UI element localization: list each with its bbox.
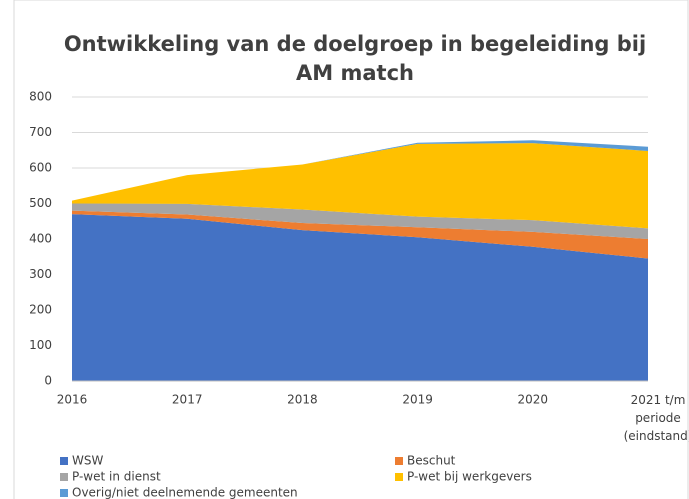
y-tick-label: 0	[44, 374, 52, 388]
y-tick-label: 200	[29, 303, 52, 317]
y-tick-label: 700	[29, 125, 52, 139]
y-tick-label: 600	[29, 161, 52, 175]
legend-label: WSW	[72, 454, 103, 468]
x-tick-label: 2021 t/m periode (eindstand)	[624, 393, 689, 443]
legend-swatch	[60, 489, 68, 497]
legend-swatch	[60, 457, 68, 465]
x-tick-label: 2016	[57, 393, 88, 407]
y-tick-label: 100	[29, 338, 52, 352]
x-tick-label: 2017	[172, 393, 203, 407]
x-tick-label: 2019	[402, 393, 433, 407]
x-tick-label: 2020	[518, 393, 549, 407]
area	[72, 140, 648, 201]
legend-label: P-wet in dienst	[72, 470, 161, 484]
legend-swatch	[395, 457, 403, 465]
y-tick-label: 400	[29, 232, 52, 246]
area	[72, 210, 648, 259]
x-tick-label: 2018	[287, 393, 318, 407]
area	[72, 143, 648, 229]
legend-swatch	[60, 473, 68, 481]
legend-label: Beschut	[407, 454, 456, 468]
legend-swatch	[395, 473, 403, 481]
y-tick-label: 500	[29, 196, 52, 210]
y-tick-label: 800	[29, 90, 52, 104]
chart-title: Ontwikkeling van de doelgroep in begelei…	[64, 32, 646, 85]
legend-label: P-wet bij werkgevers	[407, 470, 532, 484]
area	[72, 203, 648, 239]
area	[72, 214, 648, 381]
y-tick-label: 300	[29, 267, 52, 281]
legend-label: Overig/niet deelnemende gemeenten	[72, 486, 298, 499]
